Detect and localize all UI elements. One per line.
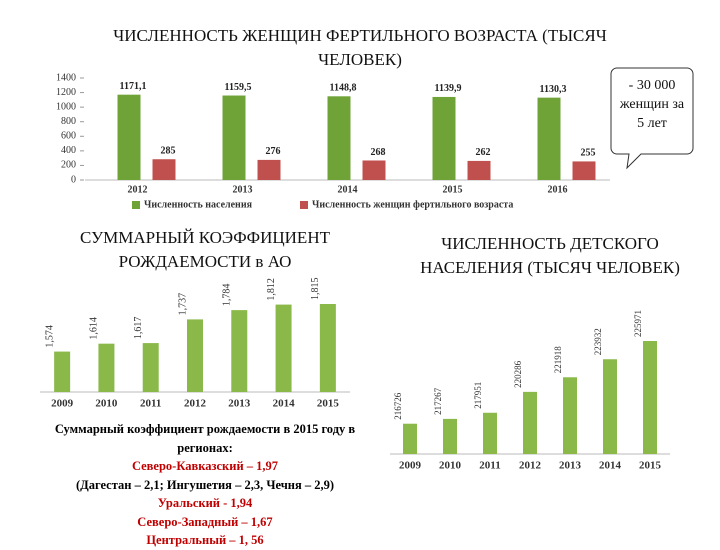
- x-tick-label: 2014: [599, 460, 622, 472]
- value-label: 255: [581, 148, 596, 159]
- bar: [483, 412, 497, 454]
- bar: [117, 94, 141, 180]
- value-label: 1148,8: [330, 83, 357, 94]
- note-line: Центральный – 1, 56: [146, 533, 264, 547]
- legend-label: Численность населения: [144, 199, 253, 210]
- x-tick-label: 2016: [548, 184, 568, 195]
- y-tick-label: 1200: [56, 87, 76, 98]
- value-label: 268: [371, 147, 386, 158]
- x-tick-label: 2013: [228, 398, 251, 410]
- x-tick-label: 2013: [559, 460, 582, 472]
- value-label: 276: [266, 146, 281, 157]
- bar: [563, 377, 577, 454]
- legend-swatch: [300, 201, 308, 209]
- bar: [403, 423, 417, 454]
- bar: [275, 304, 292, 392]
- x-tick-label: 2010: [439, 460, 462, 472]
- value-label: 1,617: [133, 317, 144, 340]
- value-label: 1,614: [89, 317, 100, 340]
- value-label: 1,812: [266, 278, 277, 301]
- bar: [443, 418, 457, 454]
- bar: [643, 341, 657, 454]
- note-line: Северо-Кавказский – 1,97: [131, 459, 279, 473]
- chart-title: ЧИСЛЕННОСТЬ ДЕТСКОГО НАСЕЛЕНИЯ (ТЫСЯЧ ЧЕ…: [420, 234, 680, 277]
- bar: [142, 343, 159, 392]
- value-label: 1130,3: [540, 84, 567, 95]
- x-tick-label: 2009: [51, 398, 74, 410]
- value-label: 1139,9: [435, 83, 462, 94]
- value-label: 1,574: [44, 325, 55, 348]
- x-tick-label: 2009: [399, 460, 422, 472]
- x-tick-label: 2011: [479, 460, 500, 472]
- value-label: 221918: [553, 346, 563, 374]
- x-tick-label: 2012: [519, 460, 542, 472]
- x-tick-label: 2014: [338, 184, 358, 195]
- x-tick-label: 2010: [95, 398, 118, 410]
- x-tick-label: 2015: [443, 184, 463, 195]
- note-line: Северо-Западный – 1,67: [137, 514, 273, 529]
- bar: [98, 343, 115, 392]
- value-label: 1,815: [310, 278, 321, 301]
- x-tick-label: 2014: [273, 398, 296, 410]
- bar: [319, 304, 336, 392]
- value-label: 1,784: [222, 284, 233, 307]
- note-line: (Дагестан – 2,1; Ингушетия – 2,3, Чечня …: [75, 477, 335, 492]
- bar: [537, 97, 561, 180]
- value-label: 1171,1: [120, 81, 147, 92]
- callout-text: - 30 000 женщин за 5 лет: [619, 78, 685, 131]
- y-tick-label: 1400: [56, 72, 76, 83]
- y-tick-label: 600: [61, 131, 76, 142]
- x-tick-label: 2011: [140, 398, 161, 410]
- value-label: 220286: [513, 360, 523, 388]
- y-tick-label: 1000: [56, 101, 76, 112]
- chart-title: СУММАРНЫЙ КОЭФФИЦИЕНТ РОЖДАЕМОСТИ в АО: [80, 228, 330, 271]
- notes: Суммарный коэффициент рождаемости в 2015…: [40, 420, 370, 550]
- bar: [362, 160, 386, 180]
- value-label: 223932: [593, 328, 603, 355]
- note-line: Уральский - 1,94: [157, 496, 253, 510]
- legend-label: Численность женщин фертильного возраста: [312, 199, 513, 210]
- chart-title: ЧИСЛЕННОСТЬ ЖЕНЩИН ФЕРТИЛЬНОГО ВОЗРАСТА …: [113, 26, 607, 69]
- callout-box: [610, 67, 694, 170]
- value-label: 262: [476, 147, 491, 158]
- x-tick-label: 2012: [184, 398, 207, 410]
- bar: [572, 161, 596, 180]
- bar: [467, 160, 491, 180]
- x-tick-label: 2012: [128, 184, 148, 195]
- bar: [187, 319, 203, 392]
- value-label: 1,737: [177, 293, 188, 316]
- bar: [327, 96, 351, 180]
- bar: [603, 359, 617, 454]
- x-tick-label: 2013: [233, 184, 253, 195]
- bar: [523, 391, 537, 454]
- y-tick-label: 0: [71, 174, 76, 185]
- value-label: 217951: [473, 382, 483, 409]
- value-label: 225971: [633, 310, 643, 337]
- x-tick-label: 2015: [317, 398, 340, 410]
- bar: [54, 351, 71, 392]
- bar: [222, 95, 246, 180]
- value-label: 285: [161, 146, 176, 157]
- y-tick-label: 800: [61, 116, 76, 127]
- bar: [257, 159, 281, 180]
- x-tick-label: 2015: [639, 460, 662, 472]
- value-label: 1159,5: [225, 82, 252, 93]
- y-tick-label: 200: [61, 160, 76, 171]
- legend-swatch: [132, 201, 140, 209]
- bar: [432, 96, 456, 180]
- value-label: 216726: [393, 392, 403, 420]
- y-tick-label: 400: [61, 145, 76, 156]
- bar: [231, 310, 248, 392]
- value-label: 217267: [433, 387, 443, 415]
- bar: [152, 159, 176, 180]
- note-line: Суммарный коэффициент рождаемости в 2015…: [54, 422, 356, 455]
